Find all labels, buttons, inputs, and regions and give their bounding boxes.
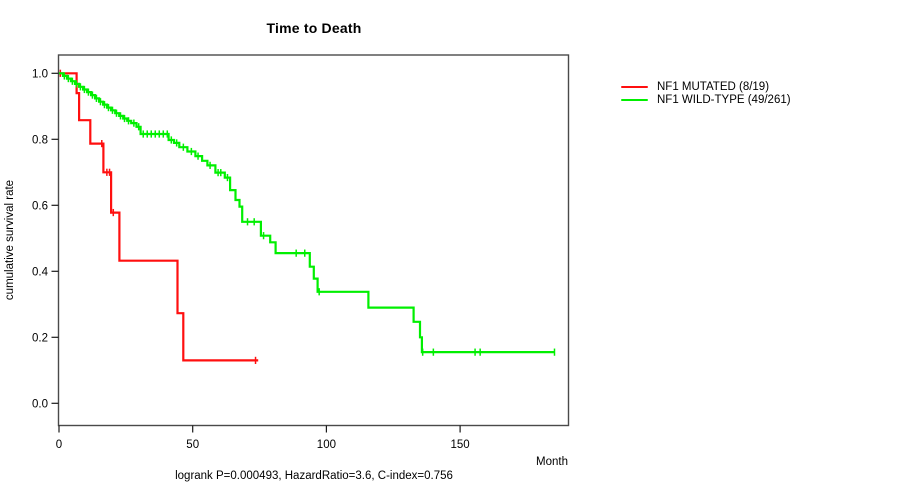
y-axis-label: cumulative survival rate xyxy=(4,179,16,301)
legend-line-swatch-green xyxy=(621,98,648,102)
y-axis-tick-label: 0.6 xyxy=(32,200,48,212)
x-axis-label: Month xyxy=(536,456,568,468)
legend-line-swatch-red xyxy=(621,85,648,88)
legend-entry-mutated: NF1 MUTATED (8/19) xyxy=(621,80,791,93)
x-axis-tick-label: 100 xyxy=(317,439,336,451)
legend-label-wildtype: NF1 WILD-TYPE (49/261) xyxy=(657,94,791,107)
plot-box xyxy=(57,54,570,427)
x-axis-tick-label: 0 xyxy=(56,439,62,451)
chart-title: Time to Death xyxy=(266,20,362,36)
x-axis-tick-label: 150 xyxy=(451,439,470,451)
legend-label-mutated: NF1 MUTATED (8/19) xyxy=(657,80,770,93)
legend: NF1 MUTATED (8/19) NF1 WILD-TYPE (49/261… xyxy=(621,80,791,107)
survival-curve-nf1-mutated-8-19 xyxy=(59,72,259,362)
y-axis-tick-label: 0.2 xyxy=(32,332,48,344)
y-axis-tick-label: 0.4 xyxy=(32,266,49,278)
stats-footnote: logrank P=0.000493, HazardRatio=3.6, C-i… xyxy=(175,470,453,482)
x-axis-tick-label: 50 xyxy=(186,439,199,451)
legend-entry-wildtype: NF1 WILD-TYPE (49/261) xyxy=(621,93,791,106)
y-axis-tick-label: 0.0 xyxy=(32,398,48,410)
y-axis-tick-label: 1.0 xyxy=(32,68,48,80)
y-axis-tick-label: 0.8 xyxy=(32,134,48,146)
survival-curve-nf1-wild-type-49-261 xyxy=(59,72,555,354)
